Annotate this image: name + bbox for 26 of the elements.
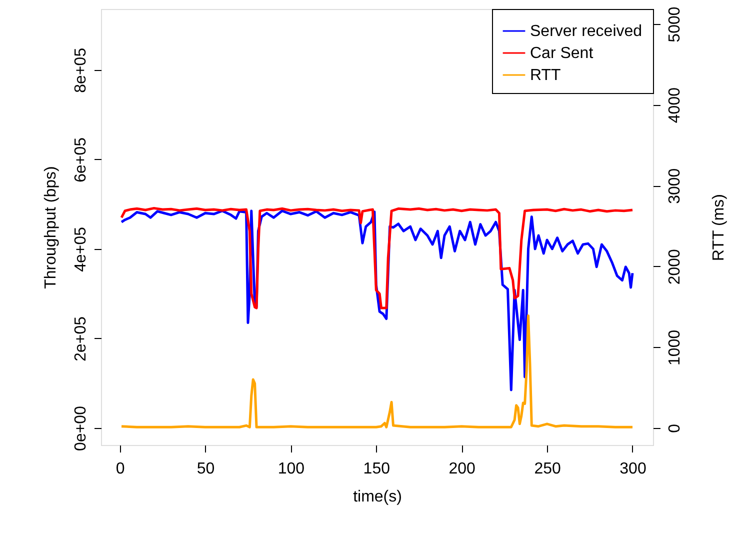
y2-tick-label: 4000	[666, 87, 684, 124]
x-axis-title: time(s)	[353, 488, 402, 506]
y-tick-label: 2e+05	[72, 316, 90, 362]
legend-label: Car Sent	[530, 45, 594, 62]
x-tick-label: 50	[196, 460, 215, 478]
x-tick-label: 300	[620, 460, 646, 478]
y-axis-title: Throughput (bps)	[42, 166, 60, 289]
y2-axis-title: RTT (ms)	[710, 194, 728, 261]
y2-tick-label: 1000	[666, 330, 684, 366]
y-tick-label: 0e+00	[72, 406, 90, 451]
y-tick-label: 6e+05	[72, 137, 90, 182]
y2-tick-label: 5000	[666, 6, 684, 42]
y2-tick-label: 0	[666, 424, 684, 433]
y-tick-label: 8e+05	[72, 48, 90, 93]
line-series	[120, 206, 634, 310]
legend-label: Server received	[530, 23, 642, 40]
x-tick-label: 250	[534, 460, 561, 478]
x-tick-label: 0	[116, 460, 125, 478]
line-series	[120, 314, 634, 428]
y-tick-label: 4e+05	[72, 226, 90, 272]
y2-tick-label: 2000	[666, 248, 684, 285]
legend-label: RTT	[530, 67, 562, 84]
y2-tick-label: 3000	[666, 168, 684, 204]
x-tick-label: 200	[448, 460, 476, 478]
x-tick-label: 100	[278, 460, 305, 478]
x-tick-label: 150	[363, 460, 390, 478]
